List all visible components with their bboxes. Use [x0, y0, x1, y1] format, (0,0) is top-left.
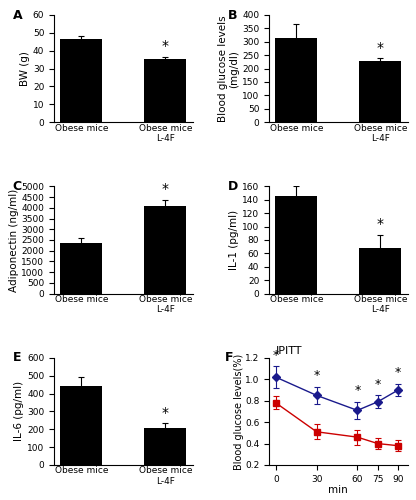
Text: *: *	[395, 366, 401, 380]
Text: *: *	[377, 218, 384, 232]
Text: *: *	[272, 349, 279, 362]
Bar	[144, 428, 186, 465]
Text: F: F	[225, 352, 233, 364]
Text: *: *	[162, 40, 169, 54]
Y-axis label: BW (g): BW (g)	[20, 51, 30, 86]
Bar	[144, 206, 186, 294]
Y-axis label: Adiponectin (ng/ml): Adiponectin (ng/ml)	[9, 188, 19, 292]
Bar	[60, 39, 102, 122]
Bar	[60, 386, 102, 465]
Text: *: *	[377, 41, 384, 55]
Y-axis label: Blood glucose levels(%): Blood glucose levels(%)	[233, 354, 243, 470]
Y-axis label: IL-1 (pg/ml): IL-1 (pg/ml)	[229, 210, 239, 270]
Bar	[359, 60, 401, 122]
X-axis label: min: min	[329, 485, 348, 495]
Bar	[275, 38, 317, 122]
Text: D: D	[228, 180, 238, 193]
Text: E: E	[12, 352, 21, 364]
Text: A: A	[12, 8, 22, 22]
Text: *: *	[375, 378, 381, 391]
Y-axis label: IL-6 (pg/ml): IL-6 (pg/ml)	[14, 382, 24, 442]
Text: *: *	[162, 406, 169, 420]
Text: IPITT: IPITT	[276, 346, 302, 356]
Bar	[144, 58, 186, 122]
Bar	[60, 243, 102, 294]
Text: *: *	[354, 384, 361, 398]
Text: *: *	[314, 370, 320, 382]
Text: C: C	[12, 180, 22, 193]
Bar	[275, 196, 317, 294]
Bar	[359, 248, 401, 294]
Y-axis label: Blood glucose levels
(mg/dl): Blood glucose levels (mg/dl)	[218, 16, 239, 122]
Text: *: *	[162, 182, 169, 196]
Text: B: B	[228, 8, 237, 22]
